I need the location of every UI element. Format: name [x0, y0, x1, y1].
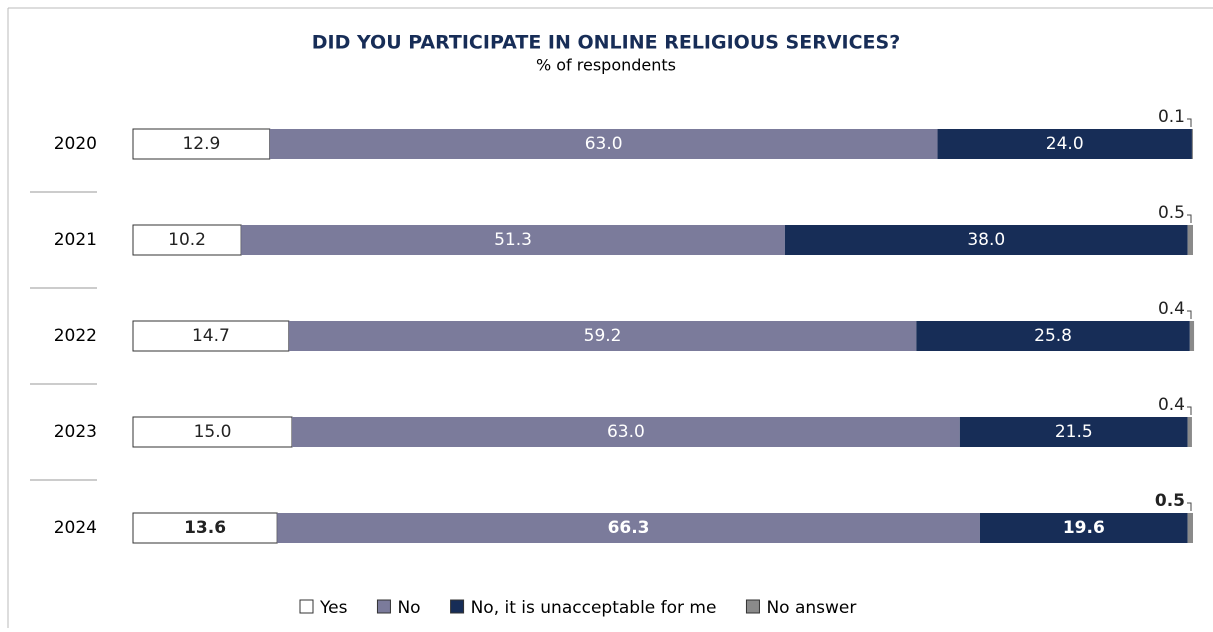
- value-label: 10.2: [168, 230, 206, 250]
- label-leader: [1187, 118, 1192, 127]
- label-leader: [1187, 502, 1192, 511]
- bar-segment: [1189, 321, 1195, 351]
- bar-segment: [241, 225, 785, 255]
- legend-swatch: [450, 599, 465, 614]
- bar-segment: [1191, 129, 1193, 159]
- bar-segment: [959, 417, 1188, 447]
- chart-title: DID YOU PARTICIPATE IN ONLINE RELIGIOUS …: [312, 32, 901, 54]
- bar-segment: [132, 128, 271, 160]
- bar-segment: [784, 225, 1188, 255]
- value-label: 14.7: [192, 326, 230, 346]
- bar-segment: [292, 417, 960, 447]
- value-label: 0.5: [1158, 203, 1185, 223]
- value-label: 66.3: [608, 518, 650, 538]
- value-label: 51.3: [494, 230, 532, 250]
- legend-label: No answer: [766, 598, 856, 618]
- value-label: 15.0: [194, 422, 232, 442]
- value-label: 38.0: [967, 230, 1005, 250]
- legend-swatch: [376, 599, 391, 614]
- bar-segment: [288, 321, 917, 351]
- bar-segment: [1187, 513, 1193, 543]
- value-label: 0.4: [1158, 395, 1185, 415]
- value-label: 63.0: [585, 134, 623, 154]
- value-label: 12.9: [182, 134, 220, 154]
- bar-segment: [132, 512, 278, 544]
- bar-segment: [269, 129, 938, 159]
- category-label: 2024: [54, 518, 97, 538]
- category-label: 2020: [54, 134, 97, 154]
- value-label: 0.4: [1158, 299, 1185, 319]
- legend-label: No, it is unacceptable for me: [471, 598, 717, 618]
- bar-segment: [1187, 417, 1192, 447]
- label-leader: [1187, 406, 1192, 415]
- chart-subtitle: % of respondents: [536, 56, 676, 75]
- value-label: 0.5: [1155, 491, 1185, 511]
- category-label: 2021: [54, 230, 97, 250]
- label-leader: [1187, 310, 1192, 319]
- value-label: 21.5: [1055, 422, 1093, 442]
- bar-segment: [1187, 225, 1193, 255]
- bar-segment: [132, 416, 293, 448]
- value-label: 59.2: [584, 326, 622, 346]
- bar-segment: [979, 513, 1188, 543]
- bar-segment: [277, 513, 980, 543]
- value-label: 25.8: [1034, 326, 1072, 346]
- legend-swatch: [745, 599, 760, 614]
- bar-segment: [132, 320, 290, 352]
- legend-swatch: [299, 599, 314, 614]
- value-label: 13.6: [184, 518, 226, 538]
- bar-segment: [132, 224, 242, 256]
- bar-segment: [916, 321, 1190, 351]
- legend-label: No: [397, 598, 420, 618]
- category-label: 2023: [54, 422, 97, 442]
- legend-label: Yes: [319, 598, 348, 618]
- category-label: 2022: [54, 326, 97, 346]
- value-label: 24.0: [1046, 134, 1084, 154]
- value-label: 0.1: [1158, 107, 1185, 127]
- bar-segment: [937, 129, 1192, 159]
- value-label: 19.6: [1063, 518, 1105, 538]
- label-leader: [1187, 214, 1192, 223]
- value-label: 63.0: [607, 422, 645, 442]
